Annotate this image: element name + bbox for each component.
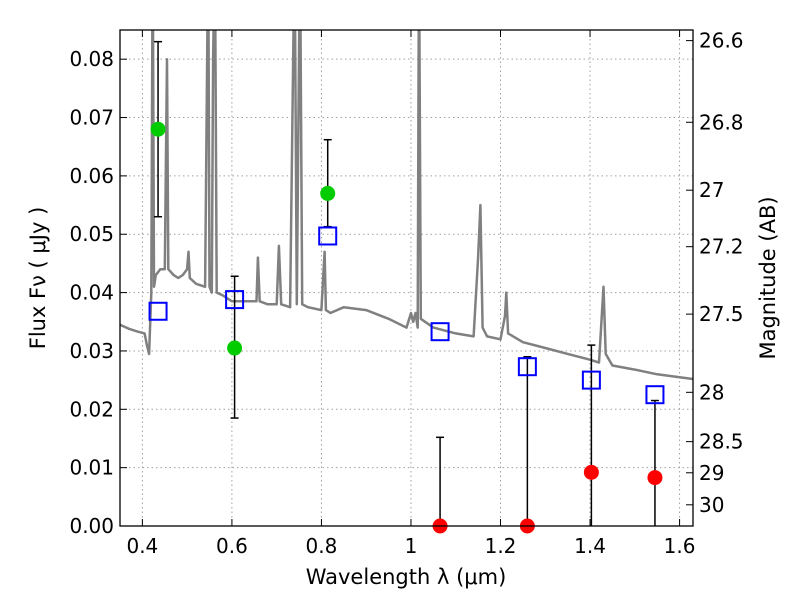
right-tick-label: 27 (699, 178, 724, 202)
x-tick-label: 1.6 (664, 534, 696, 558)
x-tick-label: 0.8 (306, 534, 338, 558)
y-tick-label: 0.03 (69, 339, 114, 363)
x-axis-title: Wavelength λ (μm) (306, 565, 507, 589)
model-square (517, 357, 537, 377)
model-square (581, 370, 601, 390)
x-tick-label: 1.4 (574, 534, 606, 558)
right-tick-label: 28.5 (699, 430, 744, 454)
y-tick-label: 0.07 (69, 106, 114, 130)
model-square (318, 226, 338, 246)
detection-point (227, 340, 243, 356)
y-tick-label: 0.05 (69, 222, 114, 246)
right-tick-label: 26.8 (699, 110, 744, 134)
right-axis-title: Magnitude (AB) (756, 196, 780, 359)
model-square (645, 385, 665, 405)
spectrum-series (120, 30, 693, 381)
model-series (148, 226, 665, 405)
right-axis: 26.6 26.8 27 27.2 27.5 28 28.5 29 30 (686, 29, 744, 517)
y-tick-label: 0.00 (69, 514, 114, 538)
right-tick-label: 30 (699, 493, 724, 517)
x-tick-label: 0.6 (216, 534, 248, 558)
model-square (430, 322, 450, 342)
detection-point (150, 121, 166, 137)
y-tick-label: 0.06 (69, 164, 114, 188)
right-tick-label: 27.2 (699, 235, 744, 259)
upper-limit-point (647, 470, 663, 486)
y-axis-title: Flux Fν ( μJy ) (26, 207, 50, 350)
y-axis: 0.00 0.01 0.02 0.03 0.04 0.05 0.06 0.07 0.08 (69, 47, 127, 538)
y-tick-label: 0.04 (69, 281, 114, 305)
photometry-series (150, 121, 663, 534)
detection-point (320, 185, 336, 201)
right-tick-label: 29 (699, 461, 724, 485)
upper-limit-point (583, 464, 599, 480)
x-tick-label: 1.2 (485, 534, 517, 558)
right-tick-label: 26.6 (699, 29, 744, 53)
y-tick-label: 0.02 (69, 397, 114, 421)
model-square (148, 301, 168, 321)
plot-frame (119, 29, 694, 527)
right-tick-label: 27.5 (699, 302, 744, 326)
x-tick-label: 0.4 (126, 534, 158, 558)
right-tick-label: 28 (699, 380, 724, 404)
model-square (225, 290, 245, 310)
y-tick-label: 0.08 (69, 47, 114, 71)
x-axis: 0.4 0.6 0.8 1 1.2 1.4 1.6 (126, 30, 695, 558)
error-bars (154, 40, 659, 526)
x-tick-label: 1 (405, 534, 418, 558)
y-tick-label: 0.01 (69, 456, 114, 480)
spectrum-line (120, 30, 693, 381)
